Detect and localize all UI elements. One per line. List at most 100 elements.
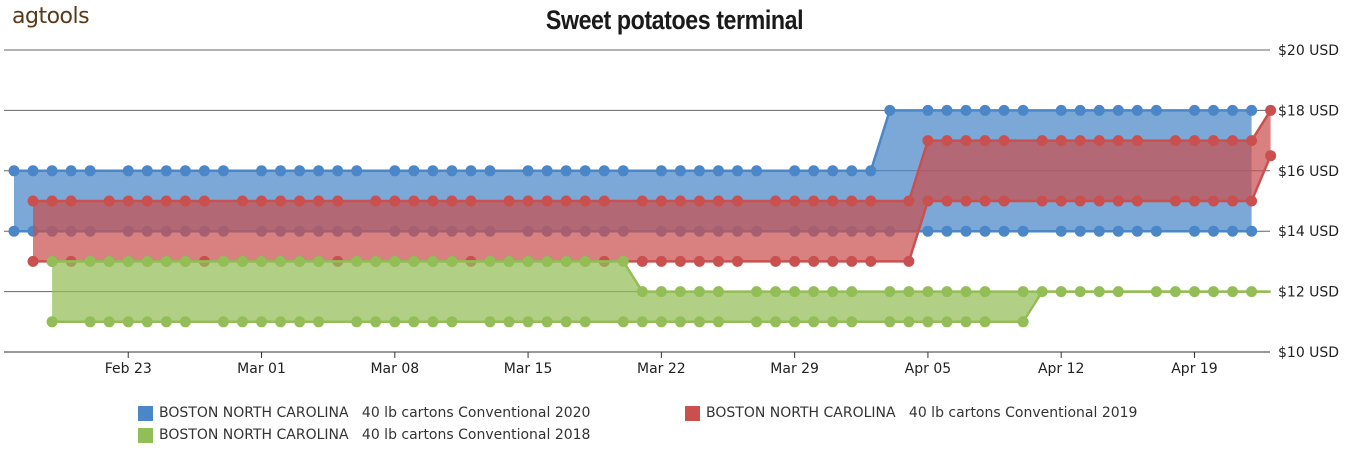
data-point-low bbox=[903, 255, 915, 267]
data-point-high bbox=[1188, 135, 1200, 147]
data-point-low bbox=[1074, 195, 1086, 207]
data-point-low bbox=[294, 316, 306, 328]
data-point-high bbox=[1055, 286, 1067, 298]
data-point-high bbox=[84, 255, 96, 267]
data-point-high bbox=[712, 286, 724, 298]
data-point-high bbox=[560, 255, 572, 267]
data-point-low bbox=[351, 316, 363, 328]
data-point-high bbox=[560, 195, 572, 207]
data-point-high bbox=[617, 255, 629, 267]
data-point-low bbox=[1112, 195, 1124, 207]
data-point-high bbox=[827, 165, 839, 177]
data-point-high bbox=[275, 165, 287, 177]
data-point-high bbox=[46, 255, 58, 267]
data-point-high bbox=[1131, 104, 1143, 116]
data-point-high bbox=[1074, 104, 1086, 116]
data-point-high bbox=[865, 195, 877, 207]
data-point-low bbox=[693, 316, 705, 328]
data-point-high bbox=[484, 165, 496, 177]
data-point-low bbox=[446, 316, 458, 328]
data-point-low bbox=[922, 195, 934, 207]
data-point-high bbox=[179, 255, 191, 267]
data-point-high bbox=[46, 195, 58, 207]
data-point-high bbox=[446, 255, 458, 267]
legend-item[interactable]: BOSTON NORTH CAROLINA 40 lb cartons Conv… bbox=[138, 405, 590, 421]
data-point-high bbox=[693, 286, 705, 298]
data-point-low bbox=[579, 316, 591, 328]
data-point-high bbox=[808, 165, 820, 177]
data-point-high bbox=[1150, 104, 1162, 116]
data-point-low bbox=[979, 225, 991, 237]
data-point-high bbox=[941, 286, 953, 298]
data-point-low bbox=[141, 316, 153, 328]
data-point-high bbox=[65, 195, 77, 207]
data-point-low bbox=[1188, 225, 1200, 237]
data-point-high bbox=[275, 255, 287, 267]
data-point-high bbox=[522, 195, 534, 207]
data-point-high bbox=[1188, 104, 1200, 116]
data-point-high bbox=[732, 195, 744, 207]
data-point-low bbox=[693, 255, 705, 267]
data-point-low bbox=[770, 255, 782, 267]
data-point-high bbox=[712, 165, 724, 177]
data-point-high bbox=[1150, 286, 1162, 298]
x-tick-label: Mar 15 bbox=[504, 361, 553, 377]
data-point-low bbox=[46, 316, 58, 328]
data-point-low bbox=[84, 316, 96, 328]
data-point-high bbox=[1265, 104, 1277, 116]
data-point-high bbox=[522, 255, 534, 267]
data-point-low bbox=[1246, 225, 1258, 237]
data-point-low bbox=[941, 225, 953, 237]
data-point-high bbox=[484, 255, 496, 267]
data-point-high bbox=[198, 165, 210, 177]
data-point-low bbox=[1169, 195, 1181, 207]
data-point-low bbox=[655, 316, 667, 328]
data-point-high bbox=[865, 165, 877, 177]
data-point-high bbox=[8, 165, 20, 177]
data-point-high bbox=[1074, 286, 1086, 298]
legend-item[interactable]: BOSTON NORTH CAROLINA 40 lb cartons Conv… bbox=[138, 427, 590, 443]
chart-title: Sweet potatoes terminal bbox=[545, 5, 804, 35]
data-point-low bbox=[1074, 225, 1086, 237]
data-point-low bbox=[808, 255, 820, 267]
data-point-high bbox=[179, 165, 191, 177]
data-point-high bbox=[636, 286, 648, 298]
data-point-high bbox=[732, 165, 744, 177]
data-point-high bbox=[751, 165, 763, 177]
data-point-high bbox=[846, 165, 858, 177]
data-point-low bbox=[484, 316, 496, 328]
data-point-low bbox=[941, 316, 953, 328]
data-point-low bbox=[770, 316, 782, 328]
data-point-low bbox=[1017, 225, 1029, 237]
data-point-low bbox=[712, 255, 724, 267]
data-point-low bbox=[1055, 195, 1067, 207]
data-point-low bbox=[1112, 225, 1124, 237]
data-point-low bbox=[846, 255, 858, 267]
data-point-low bbox=[960, 195, 972, 207]
data-point-high bbox=[541, 195, 553, 207]
data-point-high bbox=[655, 165, 667, 177]
data-point-high bbox=[122, 195, 134, 207]
data-point-high bbox=[294, 195, 306, 207]
data-point-high bbox=[294, 165, 306, 177]
data-point-high bbox=[1093, 135, 1105, 147]
data-point-high bbox=[256, 195, 268, 207]
data-point-high bbox=[1208, 104, 1220, 116]
data-point-low bbox=[732, 255, 744, 267]
y-tick-label: $10 USD bbox=[1278, 345, 1339, 361]
data-point-high bbox=[160, 195, 172, 207]
data-point-low bbox=[389, 316, 401, 328]
data-point-low bbox=[179, 316, 191, 328]
data-point-low bbox=[960, 225, 972, 237]
data-point-high bbox=[1246, 135, 1258, 147]
data-point-high bbox=[770, 195, 782, 207]
data-point-high bbox=[84, 165, 96, 177]
data-point-high bbox=[465, 165, 477, 177]
data-point-high bbox=[313, 195, 325, 207]
data-point-high bbox=[979, 104, 991, 116]
legend-item[interactable]: BOSTON NORTH CAROLINA 40 lb cartons Conv… bbox=[685, 405, 1137, 421]
data-point-high bbox=[427, 255, 439, 267]
x-tick-label: Mar 08 bbox=[370, 361, 419, 377]
data-point-high bbox=[141, 195, 153, 207]
